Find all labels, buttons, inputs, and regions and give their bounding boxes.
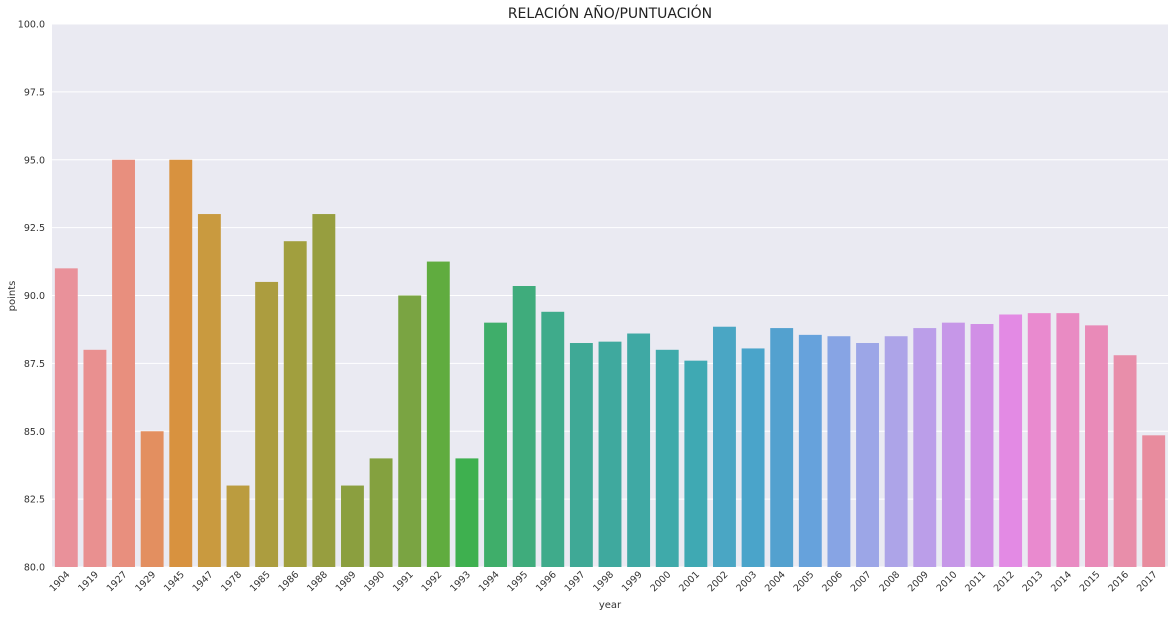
- bar-1904: [54, 268, 78, 567]
- bar-2002: [713, 326, 736, 567]
- x-tick-label: 1990: [362, 569, 387, 594]
- bar-2016: [1113, 355, 1137, 567]
- y-tick-label: 95.0: [24, 155, 45, 166]
- x-tick-label: 1991: [391, 569, 416, 594]
- x-tick-label: 2017: [1135, 569, 1160, 594]
- bar-2005: [798, 334, 822, 567]
- x-tick-label: 2015: [1078, 569, 1103, 594]
- bar-2006: [827, 336, 851, 567]
- bar-1992: [426, 261, 450, 567]
- y-tick-label: 90.0: [24, 291, 45, 302]
- bar-2009: [913, 328, 937, 567]
- x-tick-label: 2005: [792, 569, 817, 594]
- chart-title: RELACIÓN AÑO/PUNTUACIÓN: [508, 4, 712, 22]
- bar-2001: [684, 360, 708, 567]
- y-tick-label: 82.5: [24, 495, 45, 506]
- x-tick-label: 2016: [1106, 569, 1131, 594]
- bar-1996: [541, 311, 565, 567]
- y-tick-labels: 80.0 82.5 85.0 87.5 90.0 92.5 95.0 97.5 100.0: [18, 20, 45, 574]
- bars: [54, 159, 1166, 568]
- bar-2004: [770, 328, 794, 567]
- x-tick-label: 2006: [820, 569, 845, 594]
- x-tick-label: 2007: [849, 569, 874, 594]
- bar-1997: [569, 343, 593, 567]
- bar-1995: [512, 285, 536, 567]
- x-tick-label: 2010: [935, 569, 960, 594]
- bar-1947: [197, 214, 221, 568]
- x-tick-label: 2012: [992, 569, 1017, 594]
- bar-1990: [369, 458, 393, 567]
- x-tick-label: 1947: [191, 569, 216, 594]
- x-tick-label: 2000: [648, 569, 673, 594]
- bar-2003: [741, 348, 765, 567]
- x-tick-label: 1995: [505, 569, 530, 594]
- bar-1929: [140, 431, 164, 567]
- x-tick-label: 1996: [534, 569, 559, 594]
- bar-1991: [398, 295, 422, 567]
- bar-2013: [1027, 313, 1051, 567]
- bar-2000: [655, 349, 679, 567]
- x-axis-label: year: [599, 600, 622, 611]
- y-tick-label: 87.5: [24, 359, 45, 370]
- bar-2015: [1085, 325, 1108, 567]
- bar-2007: [856, 343, 879, 567]
- y-tick-label: 85.0: [24, 427, 45, 438]
- y-axis-label: points: [7, 281, 18, 312]
- bar-1985: [255, 281, 279, 567]
- bar-2011: [970, 324, 994, 567]
- bar-1945: [169, 159, 193, 567]
- y-tick-label: 97.5: [24, 87, 45, 98]
- x-tick-label: 1978: [219, 569, 244, 594]
- x-tick-label: 1927: [105, 569, 130, 594]
- bar-2008: [884, 336, 908, 567]
- x-tick-label: 1994: [477, 569, 502, 594]
- x-tick-label: 2001: [677, 569, 702, 594]
- x-tick-label: 2009: [906, 569, 931, 594]
- bar-1986: [283, 241, 307, 567]
- x-tick-label: 2004: [763, 569, 788, 594]
- x-tick-label: 2013: [1020, 569, 1045, 594]
- x-tick-label: 2003: [734, 569, 759, 594]
- y-tick-label: 80.0: [24, 563, 45, 574]
- bar-1994: [484, 322, 507, 567]
- x-tick-label: 1999: [620, 569, 645, 594]
- x-tick-label: 1988: [305, 569, 330, 594]
- x-tick-label: 2002: [706, 569, 731, 594]
- bar-1993: [455, 458, 479, 567]
- x-tick-label: 1929: [133, 569, 158, 594]
- bar-1927: [112, 159, 135, 567]
- x-tick-label: 1985: [248, 569, 273, 594]
- y-tick-label: 92.5: [24, 223, 45, 234]
- x-tick-label: 1919: [76, 569, 101, 594]
- x-tick-label: 2008: [877, 569, 902, 594]
- x-tick-label: 1989: [334, 569, 359, 594]
- x-tick-label: 1986: [276, 569, 301, 594]
- bar-1978: [226, 485, 250, 567]
- x-tick-labels: 1904 1919 1927 1929 1945 1947 1978 1985 1986 1988…: [48, 569, 1160, 594]
- bar-2010: [941, 322, 965, 567]
- x-tick-label: 1997: [563, 569, 588, 594]
- bar-1988: [312, 214, 336, 568]
- bar-1989: [341, 485, 364, 567]
- y-tick-label: 100.0: [18, 20, 45, 31]
- bar-1919: [83, 349, 107, 567]
- bar-1999: [627, 333, 651, 567]
- bar-2012: [999, 314, 1023, 567]
- bar-2017: [1142, 435, 1166, 567]
- x-tick-label: 1992: [420, 569, 445, 594]
- x-tick-label: 2011: [963, 569, 988, 594]
- x-tick-label: 1998: [591, 569, 616, 594]
- x-tick-label: 2014: [1049, 569, 1074, 594]
- bar-2014: [1056, 313, 1080, 567]
- bar-1998: [598, 341, 622, 567]
- x-tick-label: 1945: [162, 569, 187, 594]
- x-tick-label: 1904: [48, 569, 73, 594]
- x-tick-label: 1993: [448, 569, 473, 594]
